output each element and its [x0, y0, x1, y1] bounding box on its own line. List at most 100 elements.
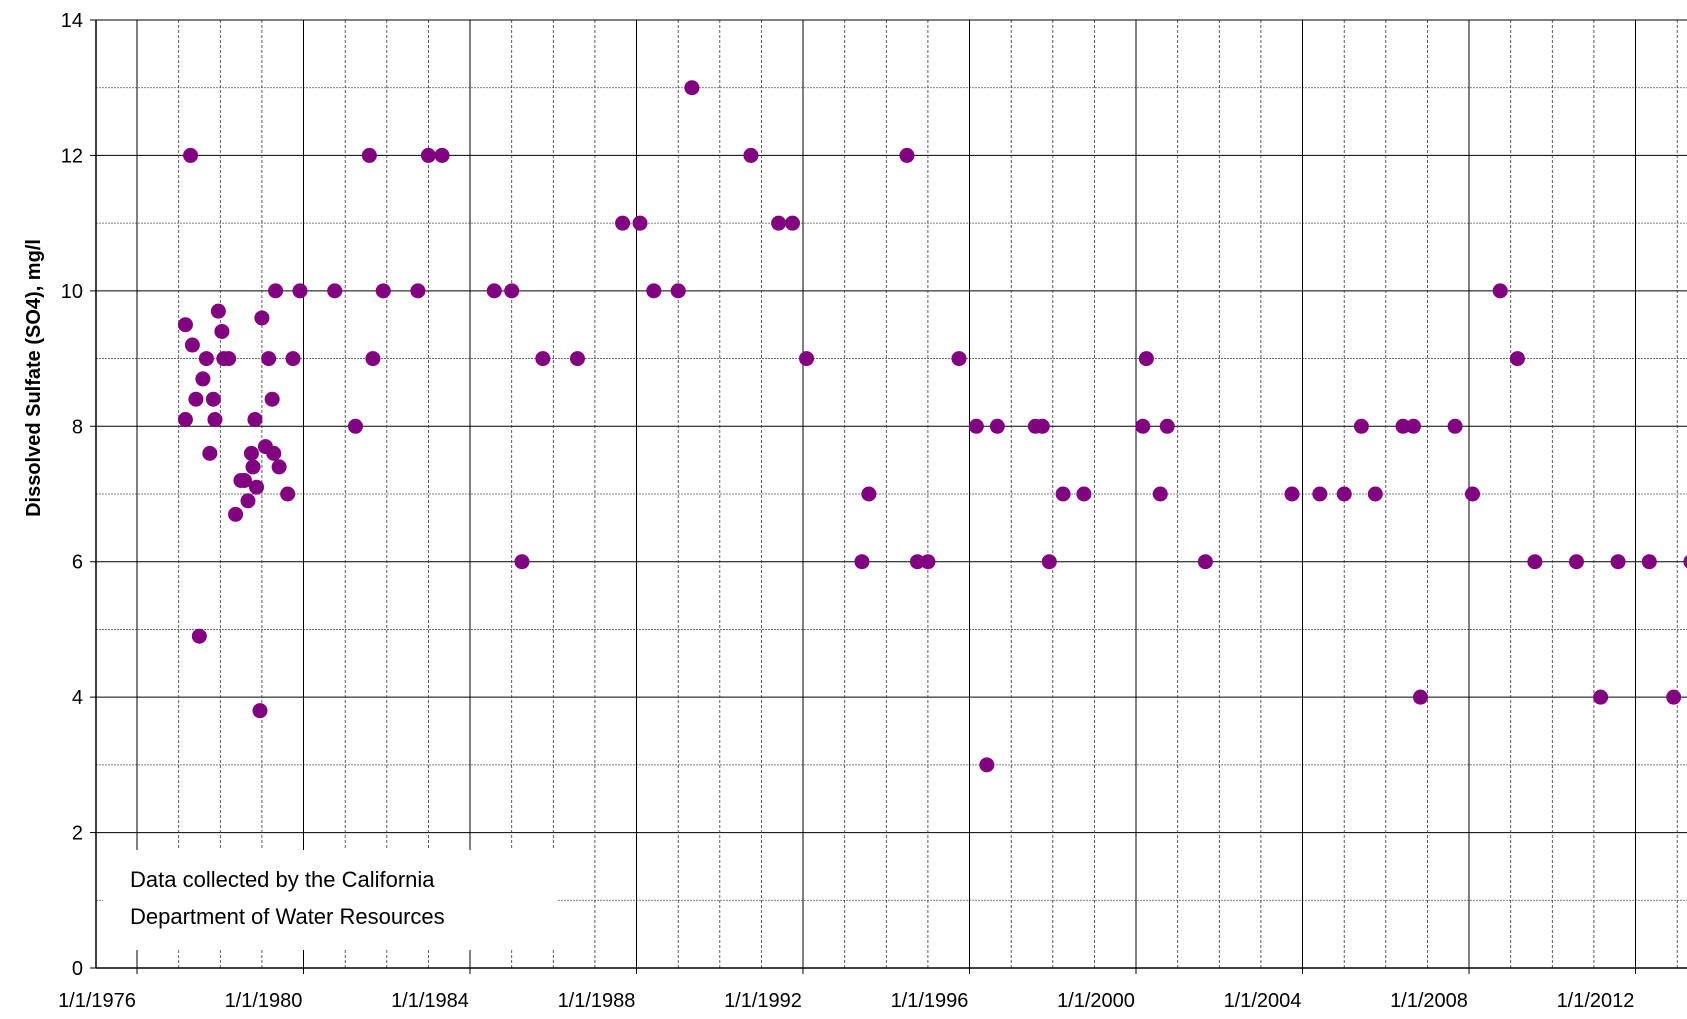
x-tick-label: 1/1/2008 — [1390, 990, 1468, 1012]
y-tick-label: 10 — [61, 281, 83, 303]
data-point — [410, 283, 426, 299]
data-point — [202, 445, 218, 461]
x-tick-label: 1/1/2000 — [1057, 990, 1135, 1012]
data-point — [1312, 486, 1328, 502]
data-point — [205, 391, 221, 407]
data-point — [207, 412, 223, 428]
y-tick-label: 8 — [72, 416, 83, 438]
data-point — [920, 554, 936, 570]
data-point — [909, 554, 925, 570]
data-point — [799, 351, 815, 367]
data-point — [1593, 689, 1609, 705]
data-point — [347, 418, 363, 434]
x-tick-labels: 1/1/1976 1/1/1980 1/1/1984 1/1/1988 1/1/1992… — [58, 990, 1634, 1012]
data-points — [177, 80, 1687, 773]
data-point — [191, 628, 207, 644]
grid-lines — [96, 19, 1687, 969]
data-point — [670, 283, 686, 299]
data-point — [1509, 351, 1525, 367]
y-tick-label: 14 — [61, 10, 83, 32]
data-point — [365, 351, 381, 367]
data-point — [1641, 554, 1657, 570]
x-tick-label: 1/1/1988 — [558, 990, 636, 1012]
data-point — [684, 80, 700, 96]
y-tick-label: 2 — [72, 823, 83, 845]
data-point — [646, 283, 662, 299]
data-point — [1353, 418, 1369, 434]
data-point — [1395, 418, 1411, 434]
data-point — [236, 472, 252, 488]
data-point — [1527, 554, 1543, 570]
data-point — [249, 479, 265, 495]
data-point — [899, 147, 915, 163]
data-point — [535, 351, 551, 367]
x-tick-label: 1/1/2004 — [1224, 990, 1302, 1012]
data-point — [292, 283, 308, 299]
data-point — [632, 215, 648, 231]
y-tick-label: 6 — [72, 552, 83, 574]
data-point — [261, 351, 277, 367]
data-point — [486, 283, 502, 299]
data-point — [1041, 554, 1057, 570]
data-point — [183, 147, 199, 163]
data-point — [1336, 486, 1352, 502]
data-point — [327, 283, 343, 299]
data-point — [1138, 351, 1154, 367]
data-point — [228, 506, 244, 522]
data-point — [951, 351, 967, 367]
data-point — [785, 215, 801, 231]
data-point — [375, 283, 391, 299]
data-point — [177, 412, 193, 428]
y-tick-label: 0 — [72, 958, 83, 980]
data-point — [264, 391, 280, 407]
x-tick-label: 1/1/1996 — [891, 990, 969, 1012]
data-point — [771, 215, 787, 231]
data-point — [1152, 486, 1168, 502]
data-point — [1406, 418, 1421, 434]
data-point — [1367, 486, 1383, 502]
data-point — [420, 147, 436, 163]
data-point — [1683, 555, 1687, 569]
data-point — [861, 486, 877, 502]
data-point — [271, 459, 287, 475]
y-tick-label: 4 — [72, 687, 83, 709]
data-point — [188, 391, 204, 407]
data-point — [1447, 418, 1463, 434]
data-point — [254, 310, 270, 326]
data-point — [247, 412, 263, 428]
data-point — [214, 323, 230, 339]
data-point — [252, 703, 268, 719]
data-point — [245, 459, 261, 475]
data-point — [1284, 486, 1300, 502]
data-point — [198, 351, 214, 367]
data-point — [743, 147, 759, 163]
data-point — [221, 351, 237, 367]
data-point — [1465, 486, 1481, 502]
data-point — [243, 445, 259, 461]
data-point — [615, 215, 631, 231]
data-point — [979, 757, 995, 773]
x-tick-label: 1/1/2012 — [1557, 990, 1635, 1012]
data-point — [989, 418, 1005, 434]
x-tick-label: 1/1/1992 — [724, 990, 802, 1012]
data-point — [1492, 283, 1508, 299]
note-line-1: Data collected by the California — [130, 867, 435, 892]
data-point — [434, 147, 450, 163]
axes — [90, 19, 1687, 974]
y-axis-title: Dissolved Sulfate (SO4), mg/l — [23, 239, 45, 517]
data-point — [504, 283, 520, 299]
data-source-note: Data collected by the California Departm… — [103, 850, 558, 950]
data-point — [280, 486, 296, 502]
data-point — [268, 283, 284, 299]
data-point — [1568, 554, 1584, 570]
x-tick-label: 1/1/1976 — [58, 990, 136, 1012]
data-point — [177, 317, 193, 333]
data-point — [1197, 554, 1213, 570]
data-point — [240, 493, 256, 509]
x-tick-label: 1/1/1980 — [225, 990, 303, 1012]
data-point — [854, 554, 870, 570]
data-point — [569, 351, 585, 367]
data-point — [1055, 486, 1071, 502]
